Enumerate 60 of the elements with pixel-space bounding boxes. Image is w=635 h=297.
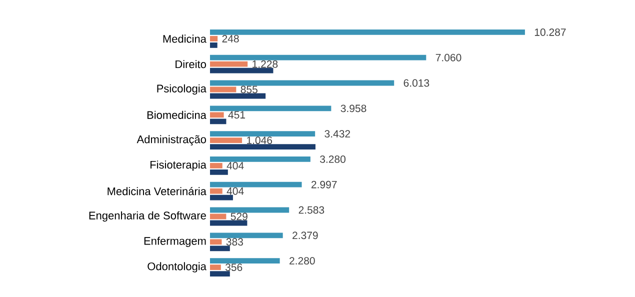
data-label: 356: [225, 264, 242, 272]
y-tick-label: Direito: [176, 60, 206, 68]
data-label: 529: [230, 212, 248, 220]
data-label: 2.379: [292, 232, 318, 240]
bar: [210, 138, 242, 143]
y-tick-label: Enfermagem: [144, 236, 206, 248]
data-label: 404: [226, 162, 244, 170]
data-label: 1.046: [247, 136, 272, 144]
bar: [210, 182, 302, 188]
bar: [210, 131, 316, 136]
data-label: 6.013: [404, 79, 430, 87]
bar: [210, 80, 394, 86]
bar: [210, 194, 233, 200]
bar: [210, 156, 310, 162]
bar: [210, 93, 266, 99]
bar: [210, 36, 218, 42]
bar: [210, 220, 248, 226]
bar: [210, 118, 226, 124]
bar: [210, 207, 290, 213]
bar: [210, 271, 230, 276]
data-label: 404: [226, 187, 244, 195]
bar: [210, 54, 426, 60]
data-label: 3.280: [320, 155, 346, 163]
bar: [210, 30, 525, 35]
data-label: 3.432: [324, 130, 350, 138]
bar: [210, 264, 221, 270]
bar: [210, 258, 280, 264]
data-label: 3.958: [340, 104, 366, 112]
bar: [210, 42, 218, 48]
data-label: 2.583: [298, 206, 324, 214]
y-tick-label: Administração: [136, 135, 206, 146]
bar: [210, 144, 316, 150]
bar: [210, 112, 224, 118]
data-label: 10.287: [534, 28, 566, 36]
y-tick-label: Medicina: [163, 34, 206, 43]
data-label: 248: [222, 34, 239, 42]
y-tick-label: Medicina Veterinária: [108, 186, 206, 196]
y-tick-label: Biomedicina: [147, 110, 206, 119]
bar: [210, 106, 332, 112]
bar: [210, 86, 236, 92]
y-tick-label: Engenharia de Software: [89, 211, 206, 222]
data-label: 855: [240, 86, 258, 94]
bar: [210, 162, 222, 168]
data-label: 2.280: [290, 257, 315, 265]
y-tick-label: Odontologia: [148, 262, 206, 272]
bar: [210, 214, 226, 220]
data-label: 451: [228, 111, 245, 119]
data-label: 383: [226, 238, 243, 246]
bar: [210, 246, 230, 252]
bar: [210, 188, 222, 194]
bar: [210, 169, 228, 175]
y-tick-label: Fisioterapia: [150, 160, 206, 171]
data-label: 2.997: [311, 180, 337, 188]
bar: [210, 68, 274, 74]
bar: [210, 232, 283, 238]
data-label: 7.060: [436, 54, 462, 62]
bar: [210, 239, 222, 245]
y-tick-label: Psicologia: [157, 84, 206, 95]
data-label: 1.228: [252, 60, 278, 68]
bar: [210, 61, 248, 67]
